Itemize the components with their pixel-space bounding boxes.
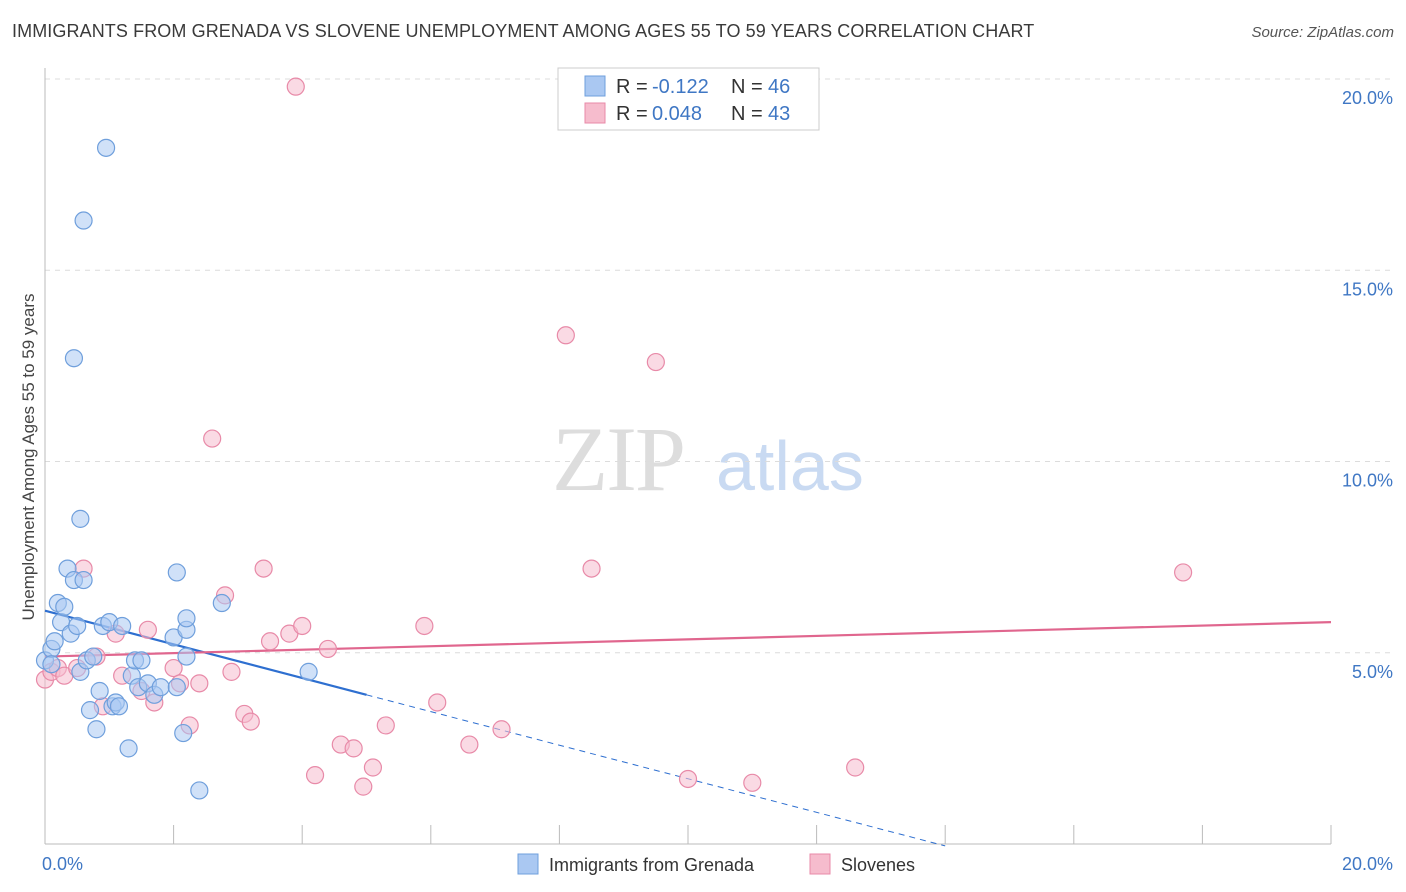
legend-r-value-grenada: -0.122 bbox=[652, 76, 709, 98]
slovenes-point-21 bbox=[241, 712, 260, 731]
grenada-point-44 bbox=[212, 593, 231, 613]
y-axis-title: Unemployment Among Ages 55 to 59 years bbox=[19, 294, 38, 621]
x-axis-ticks bbox=[44, 825, 1332, 844]
slovenes-point-40 bbox=[646, 352, 665, 372]
grenada-point-22 bbox=[109, 697, 129, 716]
grenada-point-12 bbox=[74, 570, 93, 590]
grenada-points bbox=[35, 138, 318, 800]
y-tick-label-20: 20.0% bbox=[1342, 88, 1393, 108]
legend-r-label-grenada: R = bbox=[616, 76, 648, 98]
slovenes-point-39 bbox=[582, 559, 601, 578]
slovenes-point-36 bbox=[460, 735, 479, 754]
grenada-point-6 bbox=[55, 597, 74, 616]
grenada-point-16 bbox=[87, 720, 106, 739]
grenada-point-43 bbox=[190, 781, 209, 800]
legend-swatch-grenada bbox=[584, 75, 606, 97]
slovenes-point-32 bbox=[376, 716, 395, 735]
correlation-legend: R = -0.122 N = 46 R = 0.048 N = 43 bbox=[557, 67, 820, 131]
grid-lines bbox=[45, 78, 1393, 654]
legend-r-label-slovenes: R = bbox=[616, 103, 648, 125]
bottom-legend-label-slovenes: Slovenes bbox=[841, 855, 915, 875]
grenada-point-35 bbox=[96, 138, 116, 157]
slovenes-point-35 bbox=[428, 693, 447, 712]
legend-n-value-grenada: 46 bbox=[768, 76, 790, 98]
y-tick-labels: 5.0% 10.0% 15.0% 20.0% bbox=[1342, 88, 1393, 682]
slovenes-point-42 bbox=[743, 773, 762, 792]
legend-swatch-slovenes bbox=[584, 102, 606, 124]
watermark-atlas: atlas bbox=[716, 427, 864, 505]
y-tick-label-15: 15.0% bbox=[1342, 279, 1393, 299]
slovenes-point-11 bbox=[138, 620, 157, 639]
slovenes-point-19 bbox=[222, 662, 241, 681]
slovenes-point-25 bbox=[293, 616, 312, 636]
slovenes-point-37 bbox=[492, 720, 511, 739]
slovenes-point-16 bbox=[190, 674, 209, 693]
slovenes-trend-line bbox=[44, 621, 1332, 658]
x-tick-label-max: 20.0% bbox=[1342, 854, 1393, 874]
slovenes-point-43 bbox=[846, 758, 865, 777]
slovenes-point-30 bbox=[354, 777, 373, 796]
grenada-point-32 bbox=[71, 509, 90, 528]
legend-n-label-grenada: N = bbox=[731, 76, 763, 98]
source-credit: Source: ZipAtlas.com bbox=[1251, 24, 1394, 41]
grenada-point-24 bbox=[119, 739, 138, 758]
grenada-point-34 bbox=[74, 211, 93, 230]
bottom-legend-swatch-grenada bbox=[517, 853, 539, 875]
trend-lines bbox=[44, 609, 1332, 847]
bottom-legend-swatch-slovenes bbox=[809, 853, 831, 875]
legend-n-value-slovenes: 43 bbox=[768, 103, 790, 125]
grenada-point-41 bbox=[177, 647, 196, 666]
grenada-point-17 bbox=[90, 681, 109, 701]
slovenes-point-22 bbox=[254, 559, 273, 578]
grenada-point-45 bbox=[299, 662, 318, 681]
legend-n-label-slovenes: N = bbox=[731, 103, 763, 125]
slovenes-point-17 bbox=[203, 429, 222, 448]
legend-r-value-slovenes: 0.048 bbox=[652, 103, 702, 125]
y-tick-label-10: 10.0% bbox=[1342, 471, 1393, 491]
grenada-point-39 bbox=[167, 563, 186, 582]
slovenes-point-44 bbox=[1174, 563, 1193, 582]
grenada-point-14 bbox=[80, 701, 100, 720]
grenada-point-15 bbox=[84, 647, 103, 666]
slovenes-point-13 bbox=[164, 658, 183, 678]
grenada-point-33 bbox=[64, 349, 84, 368]
slovenes-point-31 bbox=[363, 758, 383, 777]
grenada-point-40 bbox=[174, 723, 193, 743]
slovenes-point-27 bbox=[318, 639, 338, 659]
grenada-point-31 bbox=[151, 678, 170, 697]
grenada-point-38 bbox=[167, 678, 186, 697]
grenada-point-23 bbox=[113, 616, 132, 636]
chart-title: IMMIGRANTS FROM GRENADA VS SLOVENE UNEMP… bbox=[12, 21, 1035, 41]
grenada-point-10 bbox=[68, 616, 87, 636]
grenada-point-42 bbox=[177, 609, 196, 628]
bottom-legend-label-grenada: Immigrants from Grenada bbox=[549, 855, 755, 875]
series-legend: Immigrants from Grenada Slovenes bbox=[517, 853, 915, 875]
grenada-point-2 bbox=[42, 655, 61, 674]
slovenes-point-33 bbox=[286, 77, 305, 96]
watermark-zip: ZIP bbox=[552, 408, 684, 510]
grenada-trend-extension bbox=[366, 694, 946, 847]
slovenes-point-23 bbox=[260, 632, 280, 651]
slovenes-point-26 bbox=[305, 766, 325, 785]
grenada-point-28 bbox=[132, 651, 151, 670]
x-tick-label-min: 0.0% bbox=[42, 854, 83, 874]
slovenes-point-29 bbox=[344, 739, 363, 758]
slovenes-point-41 bbox=[678, 769, 698, 789]
y-tick-label-5: 5.0% bbox=[1352, 662, 1393, 682]
slovenes-point-34 bbox=[415, 616, 434, 636]
slovenes-point-38 bbox=[556, 326, 575, 345]
grenada-point-3 bbox=[45, 632, 64, 651]
